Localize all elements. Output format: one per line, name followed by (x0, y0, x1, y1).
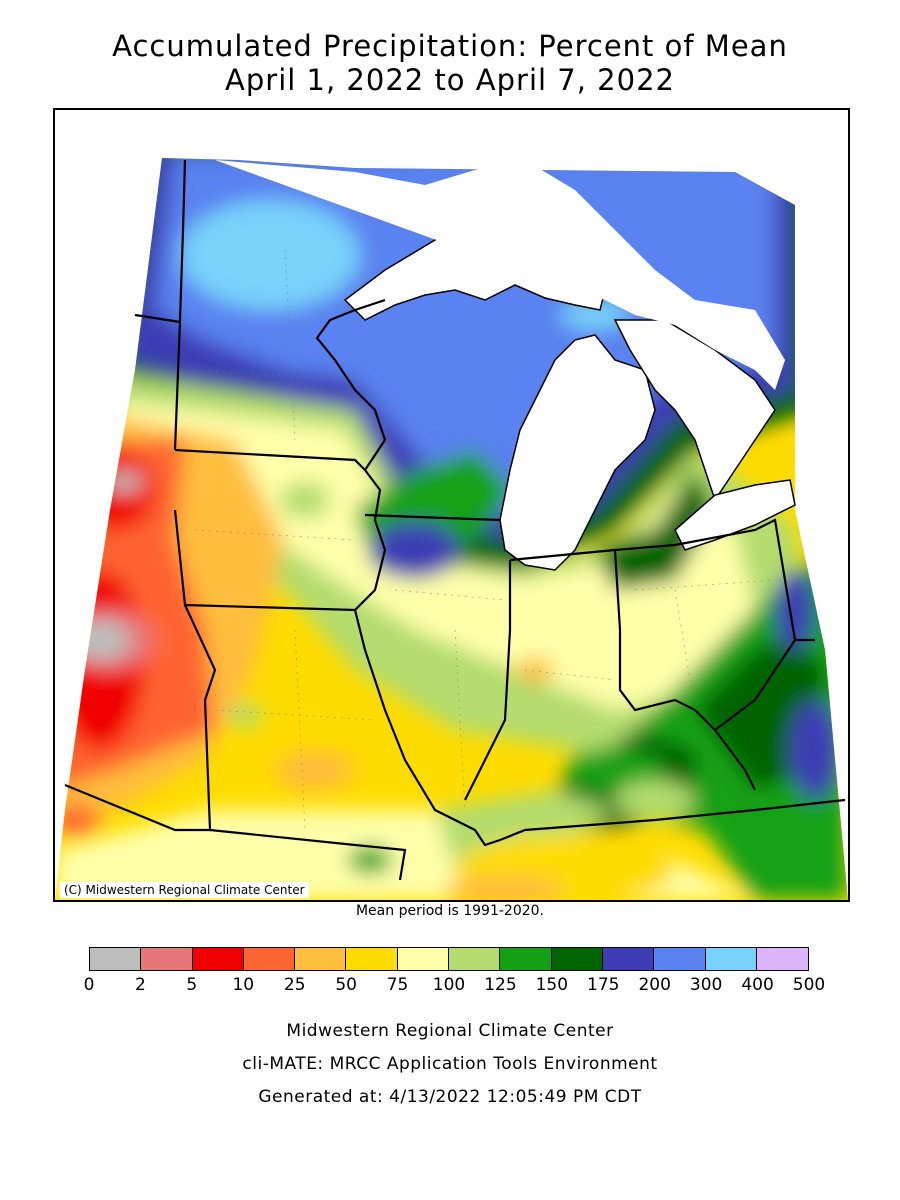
legend-tick-label: 300 (689, 975, 723, 995)
legend-swatch (397, 948, 450, 970)
state-boundaries (64, 159, 846, 881)
legend-tick-label: 25 (283, 975, 306, 995)
footer-tool: cli-MATE: MRCC Application Tools Environ… (242, 1054, 658, 1074)
legend-swatch (756, 948, 809, 970)
legend-swatch (654, 948, 706, 970)
mean-period-note: Mean period is 1991-2020. (355, 903, 545, 919)
map-canvas (55, 158, 848, 900)
legend-tick-label: 75 (386, 975, 409, 995)
precipitation-map: (C) Midwestern Regional Climate Center (53, 108, 850, 902)
legend-swatch (500, 948, 552, 970)
legend-swatch (602, 948, 655, 970)
map-copyright: (C) Midwestern Regional Climate Center (60, 882, 309, 898)
legend-tick-label: 150 (535, 975, 569, 995)
legend-tick-label: 2 (135, 975, 146, 995)
legend-tick-label: 100 (432, 975, 466, 995)
legend-swatch (90, 948, 142, 970)
legend-swatch (192, 948, 244, 970)
division-lines (194, 249, 776, 831)
legend-swatch (295, 948, 347, 970)
legend-tick-label: 50 (335, 975, 357, 995)
legend-swatch (551, 948, 603, 970)
great-lakes (215, 160, 796, 571)
legend-tick-label: 125 (484, 975, 517, 995)
legend-swatch (141, 948, 193, 970)
legend-swatch (705, 948, 757, 970)
legend-tick-label: 0 (83, 975, 95, 995)
legend-tick-label: 10 (232, 975, 255, 995)
legend-swatch (449, 948, 501, 970)
map-title: Accumulated Precipitation: Percent of Me… (112, 29, 788, 63)
legend-tick-label: 5 (186, 975, 198, 995)
legend-tick-label: 175 (587, 975, 620, 995)
legend-tick-label: 500 (792, 975, 826, 995)
footer-org: Midwestern Regional Climate Center (286, 1021, 614, 1041)
legend-tick-label: 200 (638, 975, 671, 995)
footer-generated: Generated at: 4/13/2022 12:05:49 PM CDT (258, 1087, 642, 1107)
color-legend (89, 947, 810, 971)
legend-swatch (346, 948, 398, 970)
legend-tick-label: 400 (741, 975, 774, 995)
legend-swatch (243, 948, 296, 970)
legend-tick-labels: 0 2 5 10 25 50 75 100 125 150 175 200 300 400 500 (84, 975, 826, 995)
map-date-range: April 1, 2022 to April 7, 2022 (225, 63, 675, 97)
